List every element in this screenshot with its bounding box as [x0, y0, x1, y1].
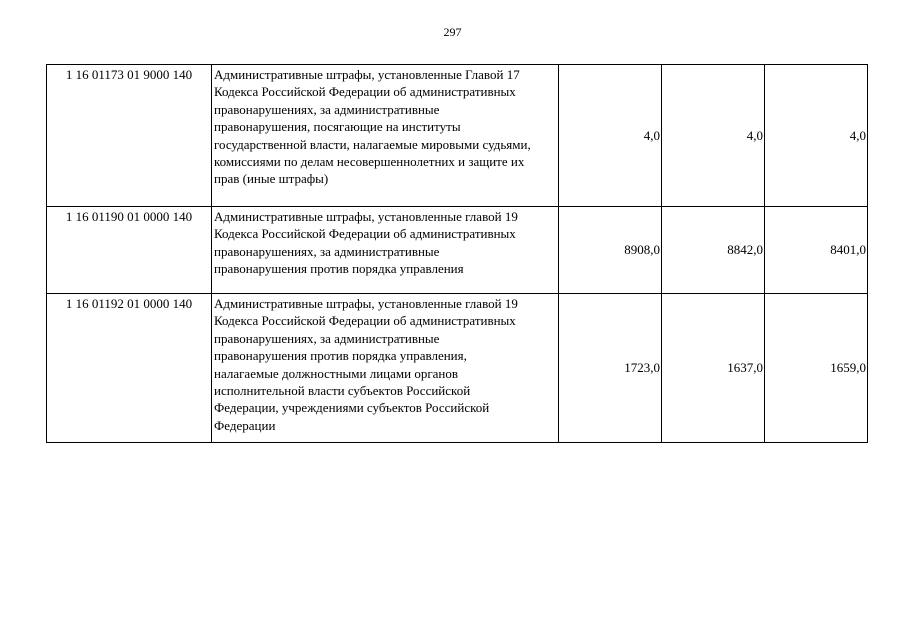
table-row: 1 16 01190 01 0000 140 Административные … [46, 206, 868, 294]
value-3: 4,0 [764, 64, 868, 207]
value-2: 4,0 [661, 64, 765, 207]
table-row: 1 16 01192 01 0000 140 Административные … [46, 293, 868, 443]
budget-table: 1 16 01173 01 9000 140 Административные … [46, 64, 868, 443]
value-3: 1659,0 [764, 293, 868, 443]
budget-code: 1 16 01173 01 9000 140 [46, 64, 212, 207]
value-3: 8401,0 [764, 206, 868, 294]
description: Административные штрафы, установленные г… [211, 293, 559, 443]
budget-code: 1 16 01192 01 0000 140 [46, 293, 212, 443]
description: Административные штрафы, установленные Г… [211, 64, 559, 207]
description: Административные штрафы, установленные г… [211, 206, 559, 294]
value-1: 1723,0 [558, 293, 662, 443]
budget-code: 1 16 01190 01 0000 140 [46, 206, 212, 294]
value-2: 1637,0 [661, 293, 765, 443]
value-2: 8842,0 [661, 206, 765, 294]
page-number: 297 [443, 25, 462, 39]
value-1: 4,0 [558, 64, 662, 207]
table-row: 1 16 01173 01 9000 140 Административные … [46, 64, 868, 207]
value-1: 8908,0 [558, 206, 662, 294]
